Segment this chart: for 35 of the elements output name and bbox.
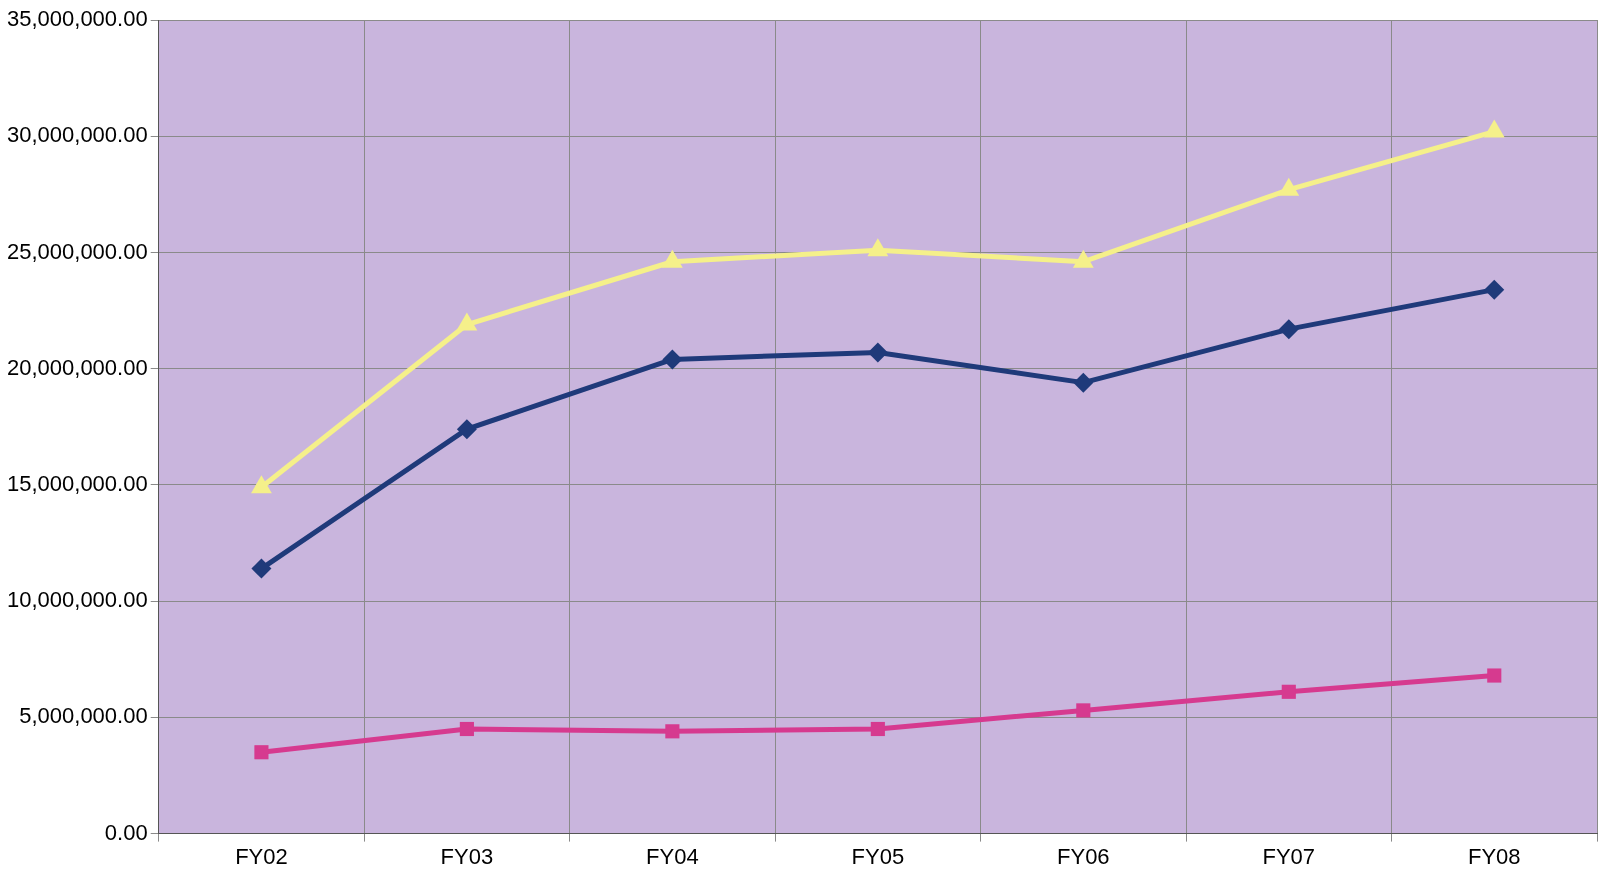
- point: [1073, 372, 1094, 393]
- point: [254, 745, 269, 760]
- x-tick-label: FY03: [440, 843, 494, 869]
- point: [870, 721, 885, 737]
- point: [1076, 703, 1091, 718]
- x-tick-label: FY05: [851, 843, 905, 869]
- y-tick-label: 30,000,000.00: [6, 122, 148, 148]
- y-tick-label: 20,000,000.00: [6, 354, 148, 380]
- point: [251, 475, 272, 494]
- point: [1278, 177, 1300, 196]
- x-tick-label: FY08: [1467, 843, 1521, 869]
- point: [251, 558, 272, 579]
- y-tick-label: 25,000,000.00: [6, 238, 148, 264]
- point: [1487, 668, 1502, 683]
- point: [665, 724, 680, 739]
- point: [1483, 119, 1505, 138]
- x-tick-label: FY04: [646, 843, 699, 869]
- y-tick-label: 5,000,000.00: [19, 703, 148, 729]
- point: [1484, 279, 1505, 300]
- point: [662, 349, 683, 370]
- y-tick-label: 10,000,000.00: [6, 587, 148, 613]
- x-tick-label: FY07: [1262, 843, 1316, 869]
- point: [867, 238, 889, 257]
- point: [1281, 684, 1296, 699]
- point: [867, 342, 888, 363]
- x-tick-label: FY02: [235, 843, 288, 869]
- x-tick-label: FY06: [1057, 843, 1110, 869]
- y-tick-label: 35,000,000.00: [6, 6, 148, 32]
- point: [661, 249, 683, 268]
- point: [1072, 249, 1094, 268]
- point: [456, 419, 477, 440]
- y-tick-label: 15,000,000.00: [6, 470, 148, 496]
- point: [459, 721, 474, 737]
- point: [456, 312, 478, 331]
- y-tick-label: 0.00: [104, 819, 148, 845]
